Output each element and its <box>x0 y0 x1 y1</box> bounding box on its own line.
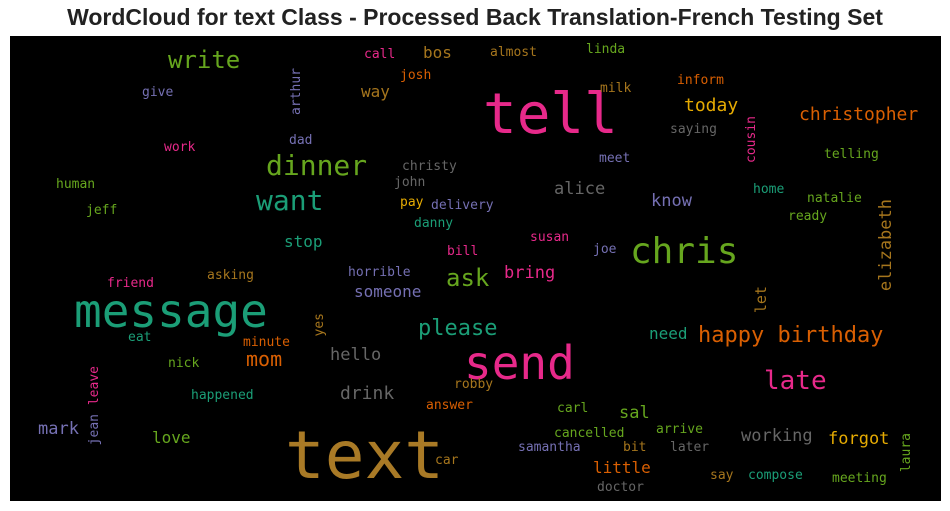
word-ready: ready <box>788 209 827 224</box>
word-danny: danny <box>414 216 453 231</box>
word-meeting: meeting <box>832 471 887 486</box>
word-forgot: forgot <box>828 429 889 449</box>
word-almost: almost <box>490 45 537 60</box>
word-eat: eat <box>128 330 151 345</box>
word-arrive: arrive <box>656 422 703 437</box>
word-leave: leave <box>87 366 102 405</box>
word-human: human <box>56 177 95 192</box>
word-say: say <box>710 468 734 483</box>
word-happy-birthday: happy birthday <box>698 323 883 348</box>
word-asking: asking <box>207 268 254 283</box>
word-elizabeth: elizabeth <box>876 199 896 291</box>
word-mark: mark <box>38 419 79 439</box>
word-dinner: dinner <box>266 149 367 182</box>
word-send: send <box>464 336 575 390</box>
word-sal: sal <box>619 403 650 423</box>
word-bos: bos <box>423 43 452 62</box>
word-late: late <box>764 366 827 396</box>
word-please: please <box>418 316 497 341</box>
word-joe: joe <box>593 242 617 257</box>
word-drink: drink <box>340 383 394 404</box>
word-text: text <box>285 417 444 494</box>
word-milk: milk <box>600 81 631 96</box>
word-chris: chris <box>630 231 738 272</box>
word-samantha: samantha <box>518 440 581 455</box>
word-love: love <box>152 428 191 447</box>
word-jean: jean <box>87 414 102 445</box>
word-cousin: cousin <box>744 116 759 163</box>
word-yes: yes <box>312 313 327 336</box>
word-let: let <box>752 286 770 313</box>
word-dad: dad <box>289 133 312 148</box>
word-doctor: doctor <box>597 480 644 495</box>
word-susan: susan <box>530 230 569 245</box>
word-minute: minute <box>243 335 290 350</box>
word-meet: meet <box>599 151 630 166</box>
word-john: john <box>394 175 425 190</box>
word-christy: christy <box>402 159 457 174</box>
word-car: car <box>435 453 459 468</box>
chart-title: WordCloud for text Class - Processed Bac… <box>67 4 883 30</box>
word-need: need <box>649 324 688 343</box>
word-tell: tell <box>483 82 618 147</box>
word-delivery: delivery <box>431 198 494 213</box>
word-someone: someone <box>354 282 421 301</box>
word-little: little <box>593 458 651 477</box>
word-bring: bring <box>504 263 555 283</box>
word-way: way <box>361 82 390 101</box>
word-call: call <box>364 47 395 62</box>
word-write: write <box>168 46 240 74</box>
word-inform: inform <box>677 73 724 88</box>
word-work: work <box>164 140 195 155</box>
word-natalie: natalie <box>807 191 862 206</box>
word-home: home <box>753 182 784 197</box>
word-arthur: arthur <box>289 68 304 115</box>
word-horrible: horrible <box>348 265 411 280</box>
word-bit: bit <box>623 440 646 455</box>
word-message: message <box>74 284 268 338</box>
word-jeff: jeff <box>86 203 117 218</box>
word-cloud: text message send tell chris want dinner happy … <box>10 36 941 501</box>
word-stop: stop <box>284 232 323 251</box>
word-cancelled: cancelled <box>554 426 624 441</box>
word-laura: laura <box>899 433 914 472</box>
word-mom: mom <box>246 347 282 371</box>
word-friend: friend <box>107 276 154 291</box>
word-working: working <box>741 426 813 446</box>
word-robby: robby <box>454 377 493 392</box>
word-know: know <box>651 191 693 211</box>
word-saying: saying <box>670 122 717 137</box>
word-answer: answer <box>426 398 473 413</box>
word-want: want <box>256 184 323 217</box>
word-telling: telling <box>824 147 879 162</box>
word-give: give <box>142 85 173 100</box>
word-alice: alice <box>554 179 605 199</box>
word-linda: linda <box>586 42 625 57</box>
word-ask: ask <box>446 264 490 292</box>
word-pay: pay <box>400 195 424 210</box>
word-happened: happened <box>191 388 254 403</box>
word-christopher: christopher <box>799 104 918 125</box>
word-nick: nick <box>168 356 199 371</box>
word-hello: hello <box>330 345 381 365</box>
word-compose: compose <box>748 468 803 483</box>
word-josh: josh <box>400 68 431 83</box>
word-today: today <box>684 95 738 116</box>
word-bill: bill <box>447 244 478 259</box>
word-later: later <box>670 440 709 455</box>
word-carl: carl <box>557 401 588 416</box>
